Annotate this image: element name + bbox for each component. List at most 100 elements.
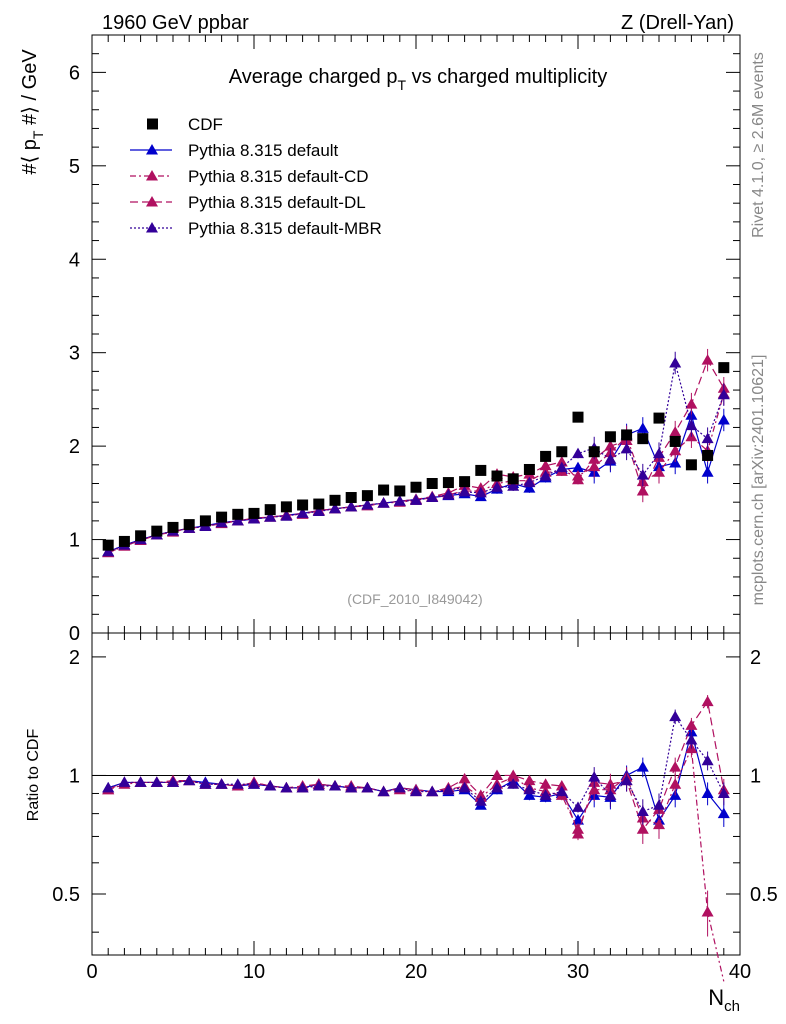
series-ratio-point <box>588 771 601 782</box>
series-point <box>572 461 584 473</box>
series-ratio-point <box>474 795 487 806</box>
chart-title-main: Average charged p <box>229 66 398 88</box>
series-point <box>653 447 665 459</box>
series-ratio-point <box>393 781 406 793</box>
series-point <box>701 432 714 444</box>
series-ratio-point <box>604 789 617 800</box>
x-axis-label: Nch <box>708 985 740 1015</box>
series-ratio-point <box>685 734 698 745</box>
series-ratio-point <box>215 778 228 789</box>
series-ratio-point <box>604 778 617 789</box>
series-point <box>393 495 406 506</box>
series-ratio-point <box>701 695 714 707</box>
series-ratio-point <box>329 780 341 791</box>
cdf-point <box>102 539 114 551</box>
series-ratio-point <box>264 780 277 791</box>
legend-marker <box>146 222 158 233</box>
legend-marker <box>146 196 158 207</box>
cdf-point <box>118 535 130 547</box>
x-tick-label: 40 <box>729 961 751 983</box>
y-tick-label: 1 <box>69 530 80 552</box>
series-ratio-point <box>426 785 439 797</box>
cdf-point <box>135 530 147 542</box>
x-axis-label-sub: ch <box>724 998 740 1015</box>
cdf-point <box>556 446 568 458</box>
legend-cdf-marker <box>147 118 158 130</box>
series-point <box>636 469 649 480</box>
series-point <box>296 507 309 518</box>
cdf-point <box>199 515 211 527</box>
chart-title: Average charged pT vs charged multiplici… <box>229 66 607 93</box>
y-axis-label-sub: T <box>30 130 46 139</box>
series-point <box>636 484 649 496</box>
series-ratio-line <box>108 729 725 822</box>
series-ratio-point <box>555 785 568 797</box>
cdf-point <box>718 362 730 374</box>
cdf-point <box>702 449 714 461</box>
cdf-point <box>637 433 649 445</box>
series-ratio-point <box>491 769 503 780</box>
series-ratio-point <box>345 781 358 793</box>
cdf-point <box>329 494 341 506</box>
ratio-tick-label-right: 1 <box>750 765 761 787</box>
series-ratio-point <box>572 814 584 825</box>
cdf-point <box>653 412 665 424</box>
series-ratio-point <box>701 787 714 798</box>
legend-cdf-label: CDF <box>188 115 223 134</box>
y-tick-label: 5 <box>69 156 80 178</box>
cdf-point <box>216 511 228 523</box>
series-ratio-point <box>620 774 633 786</box>
cdf-point <box>604 431 616 443</box>
series-ratio-point <box>312 780 325 791</box>
series-ratio-line <box>108 715 725 813</box>
chart-title-sub: T <box>397 77 406 93</box>
series-ratio-point <box>523 789 536 800</box>
series-point <box>701 354 714 365</box>
series-point <box>604 453 617 464</box>
cdf-point <box>280 501 292 513</box>
series-ratio-point <box>199 778 212 789</box>
series-point <box>539 459 552 471</box>
series-ratio-point <box>183 774 196 786</box>
series-point <box>636 422 649 433</box>
series-ratio-point <box>361 781 374 793</box>
series-point <box>572 473 584 485</box>
cdf-point <box>572 411 584 423</box>
x-axis-label-main: N <box>708 985 724 1010</box>
series-ratio-point <box>555 780 568 791</box>
header-left: 1960 GeV ppbar <box>102 12 249 34</box>
series-point <box>669 456 682 468</box>
header-right: Z (Drell-Yan) <box>621 12 734 34</box>
series-point <box>685 419 698 431</box>
series-4 <box>102 351 730 825</box>
series-point <box>474 486 487 498</box>
cdf-point <box>410 481 422 493</box>
rivet-note: Rivet 4.1.0, ≥ 2.6M events <box>750 52 767 238</box>
series-ratio-point <box>458 772 471 784</box>
legend-label: Pythia 8.315 default-DL <box>188 193 366 212</box>
legend-marker <box>146 170 158 181</box>
series-ratio-point <box>669 761 682 772</box>
cdf-point <box>540 450 552 462</box>
cdf-point <box>685 459 697 471</box>
series-ratio-point <box>458 781 471 793</box>
series-point <box>620 442 633 454</box>
series-point <box>458 485 471 497</box>
series-point <box>377 497 390 508</box>
mcplots-note: mcplots.cern.ch [arXiv:2401.10621] <box>750 355 767 606</box>
ratio-tick-label: 0.5 <box>52 884 80 906</box>
series-ratio-point <box>491 781 503 793</box>
x-tick-label: 10 <box>243 961 265 983</box>
series-ratio-point <box>636 761 649 772</box>
y-axis-label-post: #⟩ / GeV <box>19 49 41 131</box>
series-point <box>555 456 568 467</box>
series-point <box>280 510 293 521</box>
series-ratio-point <box>134 776 147 787</box>
x-tick-label: 0 <box>86 961 97 983</box>
series-ratio-point <box>167 776 179 787</box>
series-point <box>102 545 115 557</box>
series-point <box>523 476 536 488</box>
ratio-tick-label: 2 <box>69 647 80 669</box>
series-ratio-point <box>150 776 163 787</box>
series-ratio-point <box>572 801 584 812</box>
